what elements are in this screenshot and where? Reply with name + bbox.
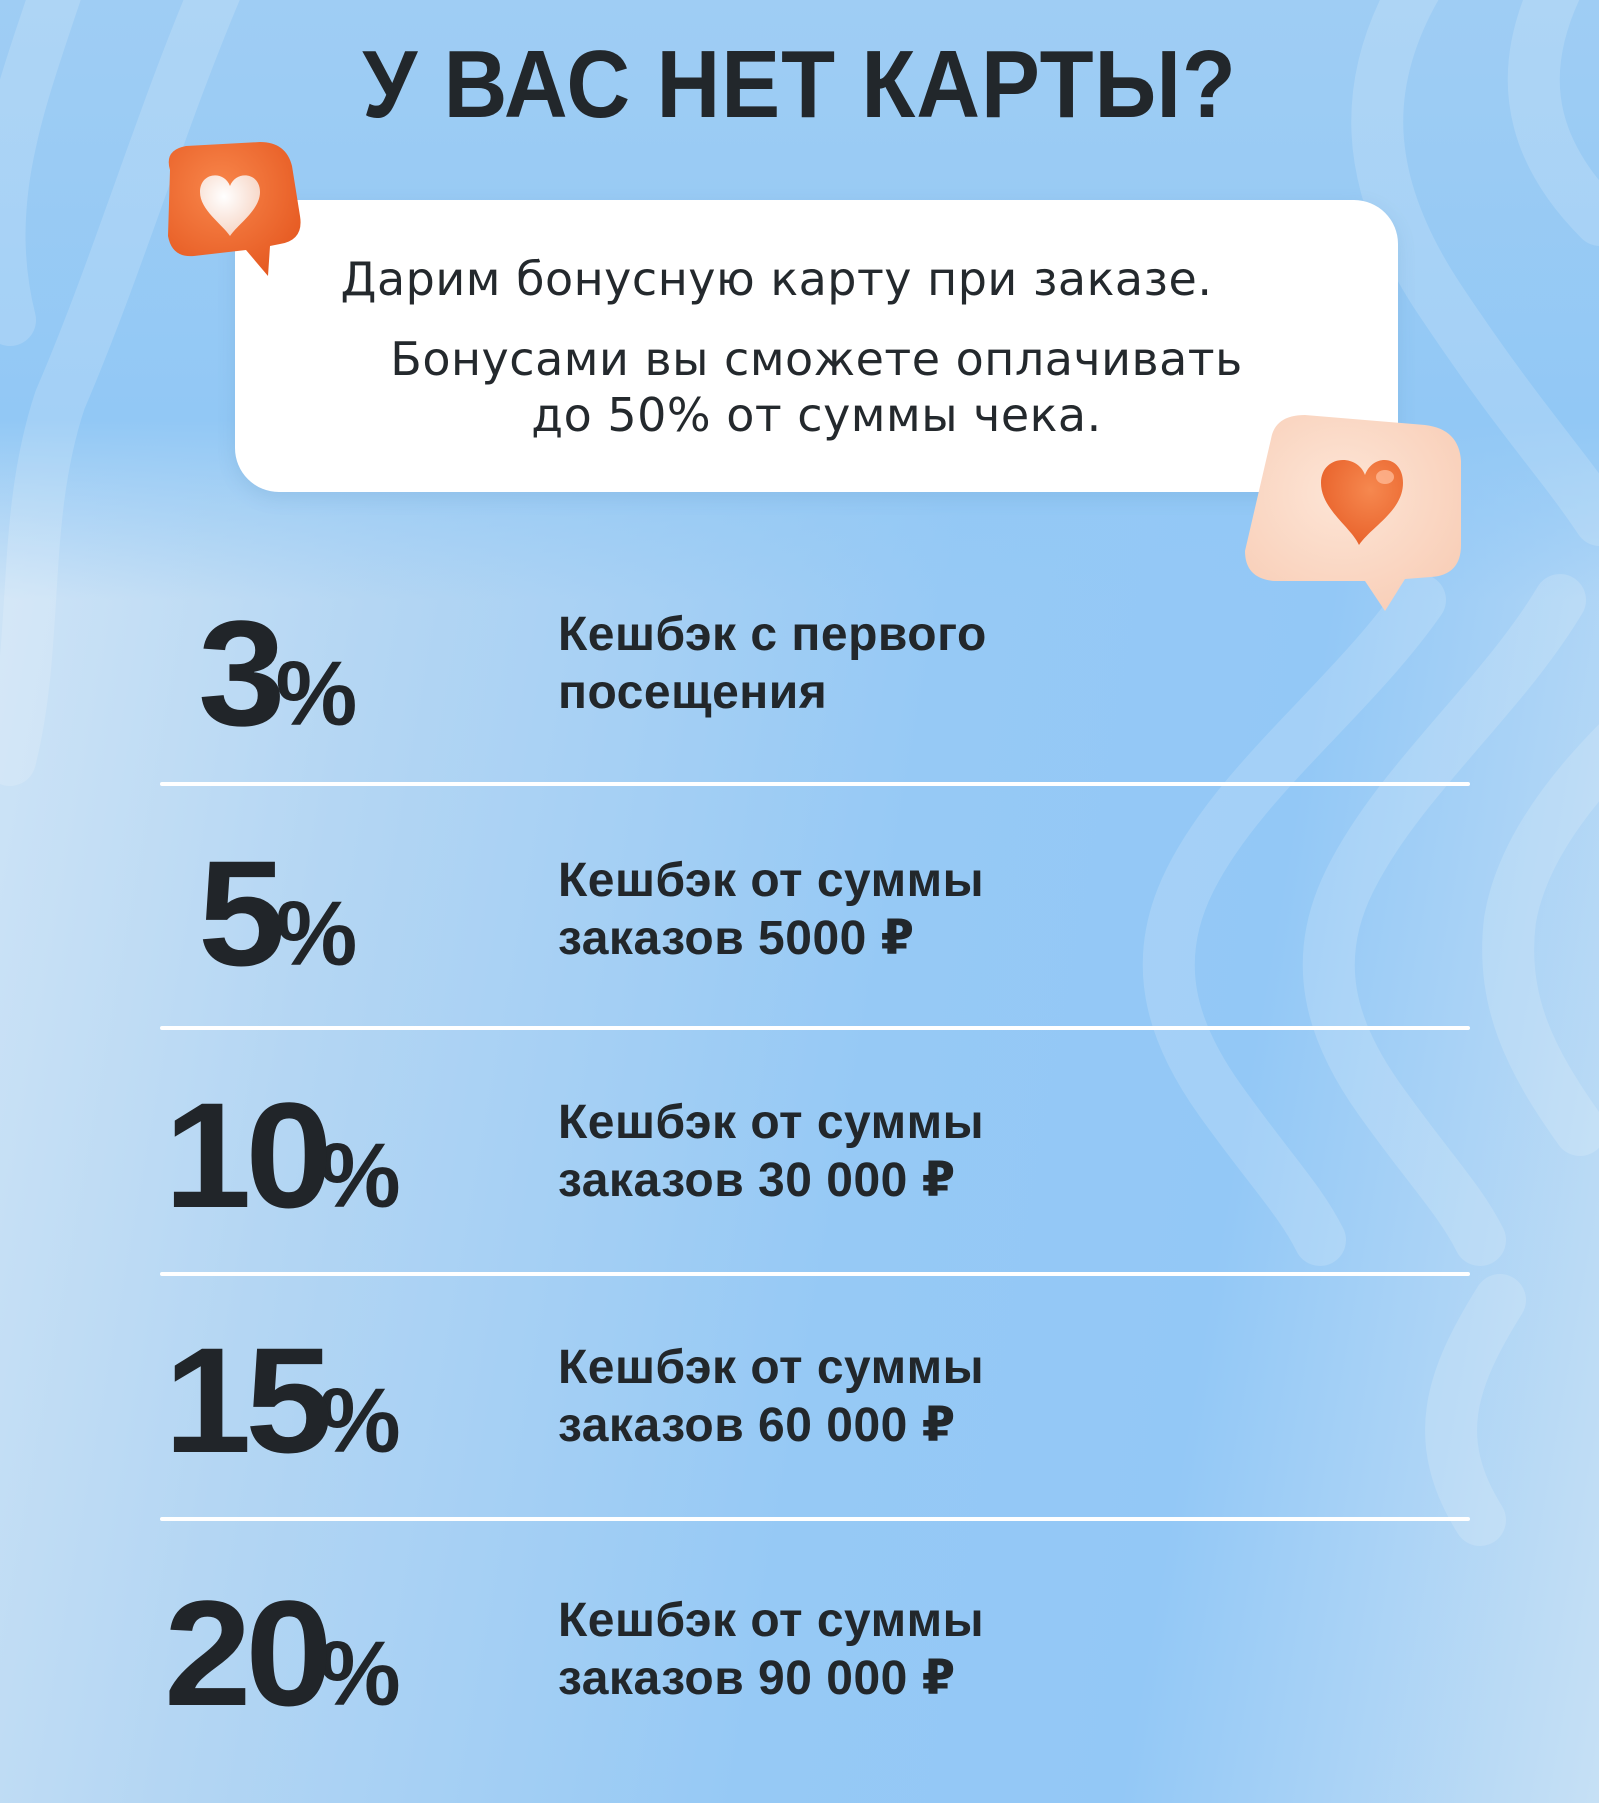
tier-description: Кешбэк от суммы заказов 5000 ₽: [558, 852, 984, 968]
cashback-tier-row: 10% Кешбэк от суммы заказов 30 000 ₽: [160, 1080, 1470, 1280]
tier-description: Кешбэк с первого посещения: [558, 606, 987, 722]
tier-description: Кешбэк от суммы заказов 60 000 ₽: [558, 1339, 984, 1455]
tier-percent-value: 3: [198, 589, 286, 757]
tier-percent-value: 15: [164, 1316, 333, 1484]
tier-description-line-1: Кешбэк от суммы: [558, 1096, 985, 1149]
percent-sign: %: [275, 643, 358, 745]
divider: [160, 782, 1470, 786]
page-title: У ВАС НЕТ КАРТЫ?: [362, 31, 1237, 138]
tier-description-line-1: Кешбэк с первого: [558, 608, 987, 661]
percent-sign: %: [275, 883, 358, 985]
cashback-tier-row: 3% Кешбэк с первого посещения: [160, 598, 1470, 798]
percent-sign: %: [318, 1623, 401, 1725]
tier-description-line-2: заказов 5000 ₽: [558, 912, 915, 965]
card-text-line-3: до 50% от суммы чека.: [531, 388, 1102, 442]
card-text-line-1: Дарим бонусную карту при заказе.: [340, 252, 1213, 306]
tier-description-line-2: посещения: [558, 666, 828, 719]
tier-description-line-2: заказов 30 000 ₽: [558, 1154, 956, 1207]
tier-percent: 3%: [198, 598, 357, 748]
cashback-tier-row: 15% Кешбэк от суммы заказов 60 000 ₽: [160, 1325, 1470, 1525]
percent-sign: %: [318, 1125, 401, 1227]
tier-percent-value: 20: [164, 1569, 333, 1737]
tier-description: Кешбэк от суммы заказов 90 000 ₽: [558, 1592, 984, 1708]
tier-description: Кешбэк от суммы заказов 30 000 ₽: [558, 1094, 984, 1210]
percent-sign: %: [318, 1370, 401, 1472]
tier-description-line-2: заказов 60 000 ₽: [558, 1399, 956, 1452]
tier-description-line-1: Кешбэк от суммы: [558, 854, 985, 907]
tier-percent-value: 5: [198, 829, 286, 997]
tier-percent: 20%: [164, 1578, 401, 1728]
tier-percent: 5%: [198, 838, 357, 988]
cashback-tier-row: 20% Кешбэк от суммы заказов 90 000 ₽: [160, 1578, 1470, 1778]
divider: [160, 1517, 1470, 1521]
heart-bubble-icon: [168, 142, 301, 276]
cashback-tier-row: 5% Кешбэк от суммы заказов 5000 ₽: [160, 838, 1470, 1038]
info-card: Дарим бонусную карту при заказе. Бонусам…: [235, 200, 1398, 492]
tier-description-line-2: заказов 90 000 ₽: [558, 1652, 956, 1705]
divider: [160, 1272, 1470, 1276]
heart-bubble-icon: [1245, 415, 1461, 611]
tier-percent-value: 10: [164, 1071, 333, 1239]
tier-percent: 10%: [164, 1080, 401, 1230]
tier-description-line-1: Кешбэк от суммы: [558, 1341, 985, 1394]
card-text-line-2: Бонусами вы сможете оплачивать: [390, 332, 1243, 386]
tier-percent: 15%: [164, 1325, 401, 1475]
divider: [160, 1026, 1470, 1030]
tier-description-line-1: Кешбэк от суммы: [558, 1594, 985, 1647]
